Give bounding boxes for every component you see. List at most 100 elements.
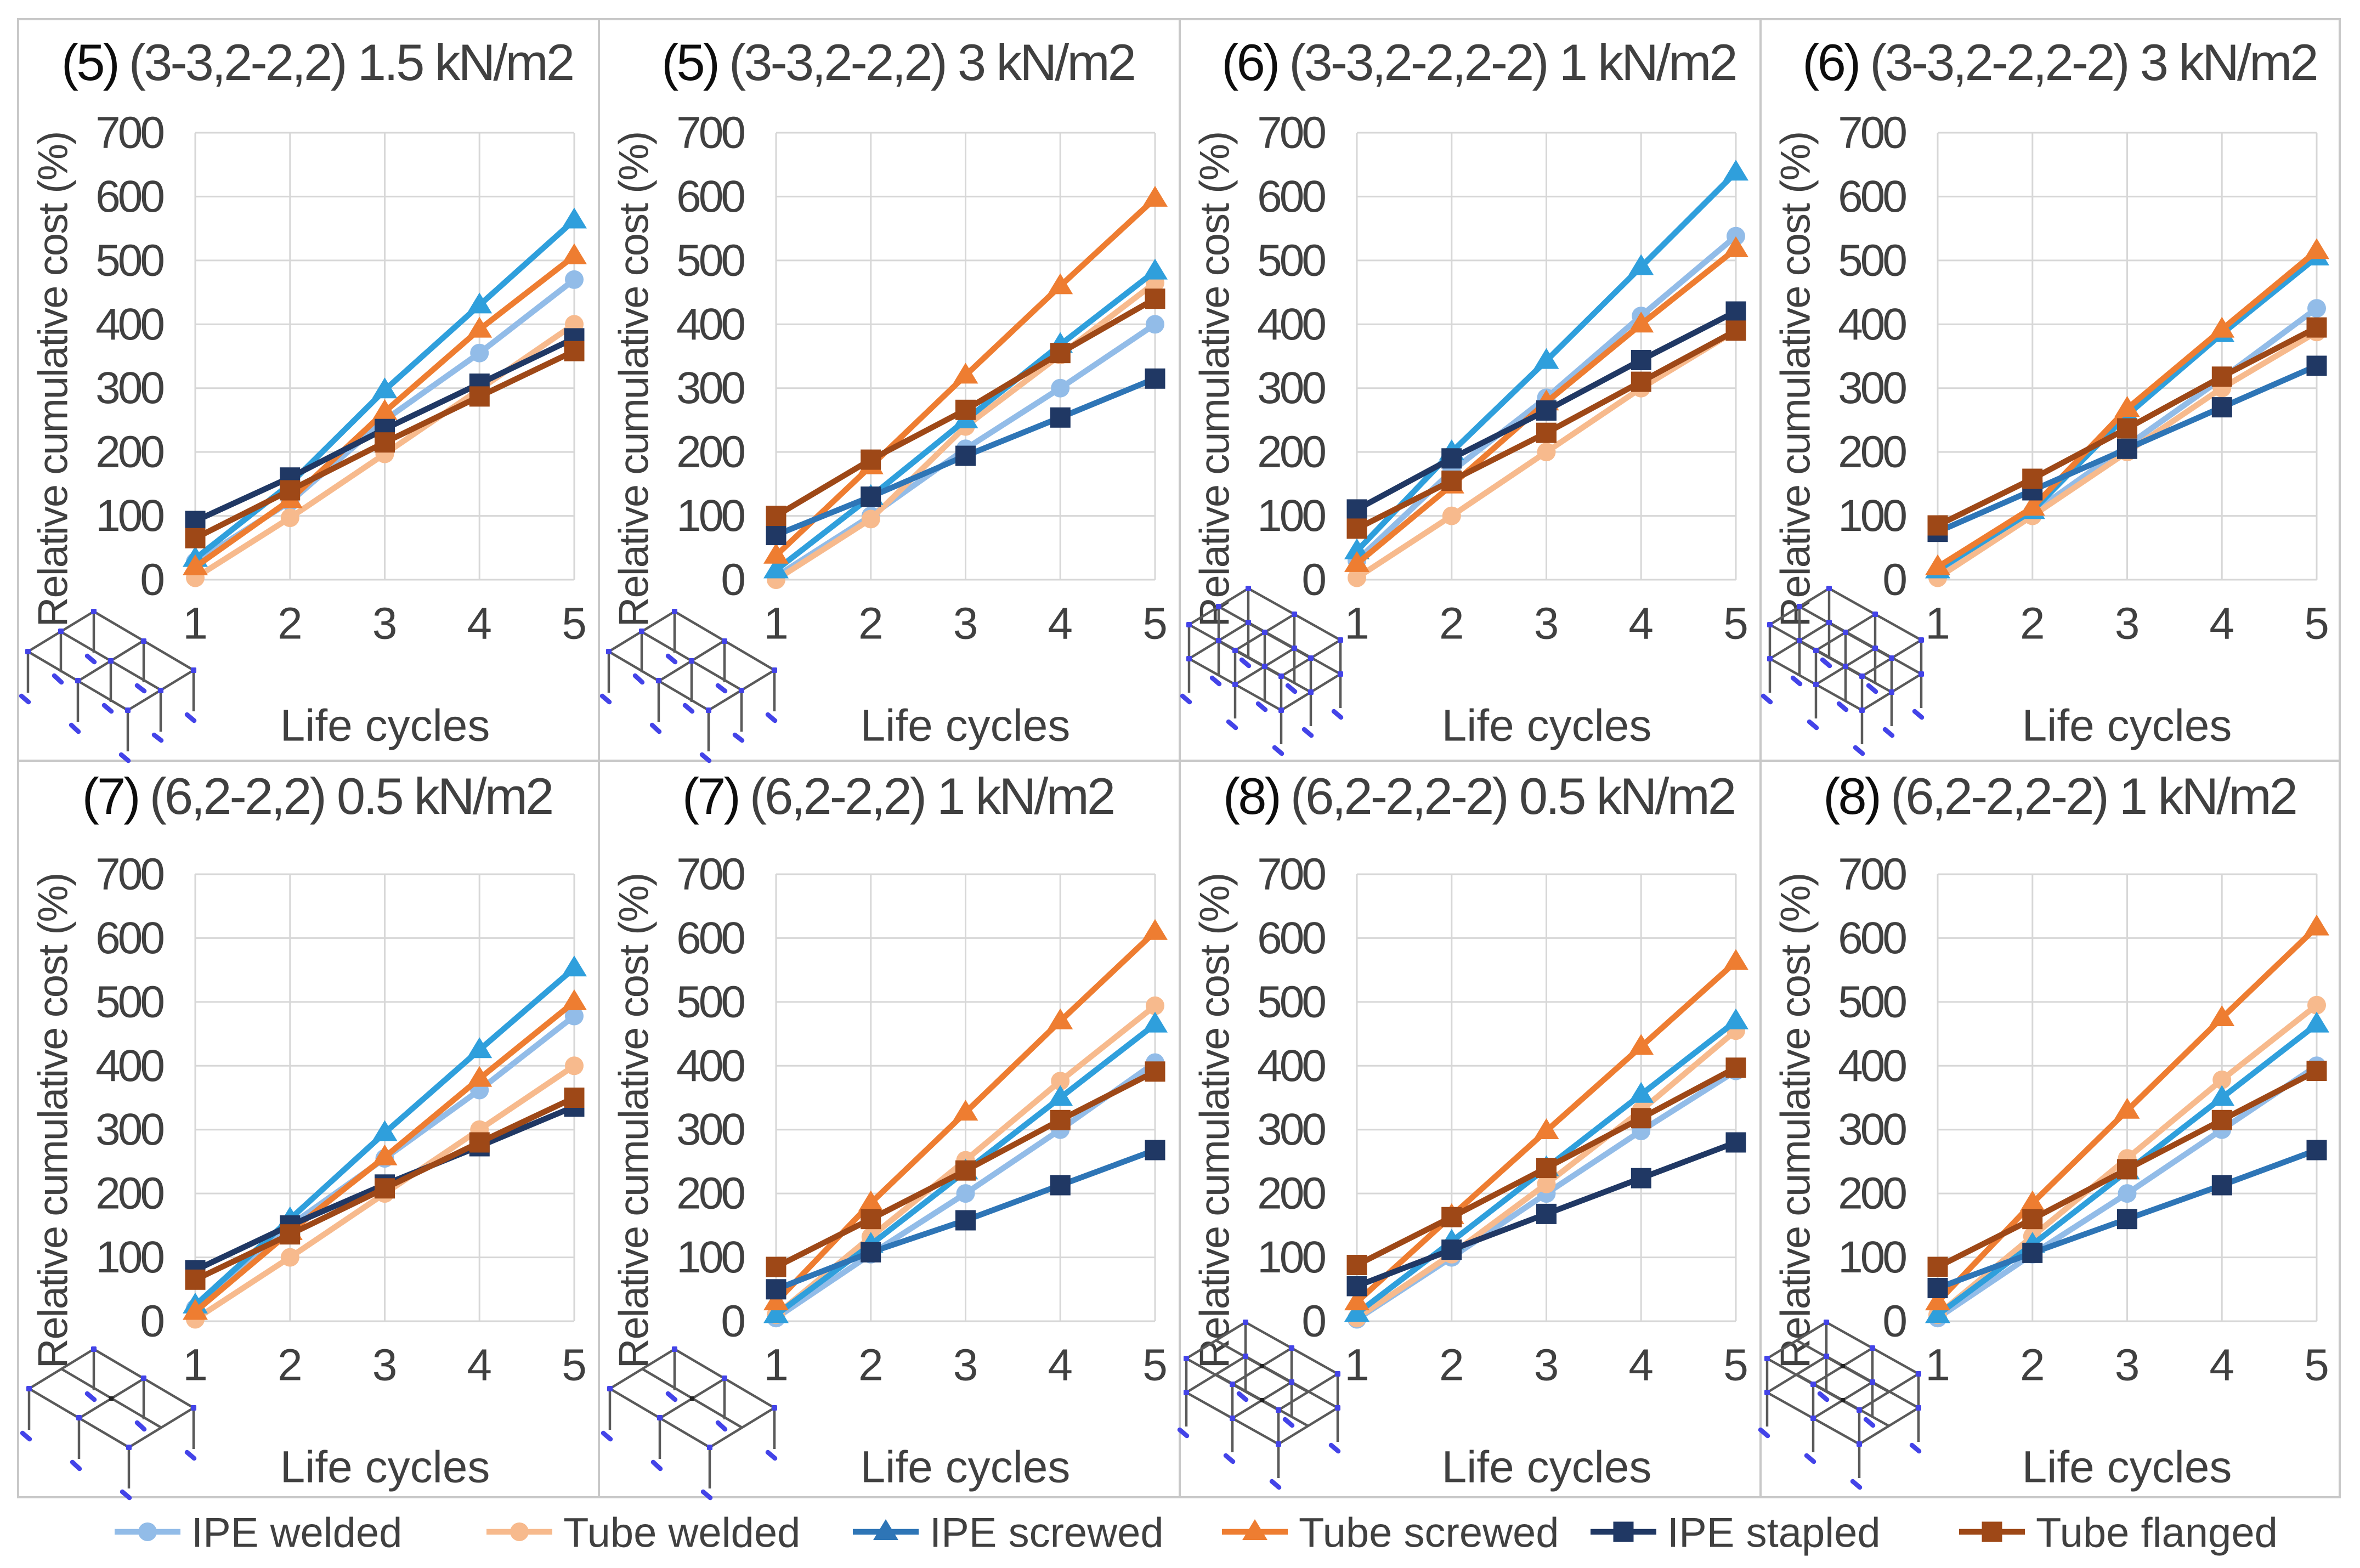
svg-text:Life cycles: Life cycles: [861, 1442, 1071, 1492]
svg-text:3: 3: [1534, 599, 1559, 649]
svg-text:200: 200: [676, 1169, 744, 1219]
svg-text:5: 5: [2304, 599, 2329, 649]
svg-text:500: 500: [95, 235, 163, 285]
svg-text:4: 4: [2209, 599, 2234, 649]
svg-text:100: 100: [676, 1232, 744, 1282]
svg-text:Relative cumulative cost (%): Relative cumulative cost (%): [1773, 874, 1819, 1369]
svg-text:5: 5: [1723, 599, 1748, 649]
svg-text:0: 0: [721, 555, 744, 605]
svg-text:0: 0: [721, 1297, 744, 1346]
svg-text:200: 200: [1257, 427, 1325, 477]
svg-text:700: 700: [1257, 108, 1325, 158]
svg-text:300: 300: [95, 363, 163, 413]
svg-text:Tube screwed: Tube screwed: [1299, 1510, 1559, 1556]
svg-text:100: 100: [1838, 491, 1906, 541]
svg-text:600: 600: [676, 172, 744, 222]
svg-text:5: 5: [1142, 599, 1168, 649]
svg-text:Life cycles: Life cycles: [1442, 701, 1652, 751]
svg-text:400: 400: [676, 1041, 744, 1091]
svg-text:100: 100: [95, 1232, 163, 1282]
svg-text:200: 200: [95, 427, 163, 477]
svg-text:500: 500: [95, 977, 163, 1027]
svg-text:700: 700: [95, 850, 163, 899]
svg-text:Life cycles: Life cycles: [2022, 1442, 2232, 1492]
svg-text:400: 400: [95, 299, 163, 349]
svg-text:0: 0: [140, 1297, 163, 1346]
svg-text:(7)(6,2-2,2) 1 kN/m2: (7) (6,2-2,2) 1 kN/m2: [682, 767, 1113, 825]
svg-text:100: 100: [95, 491, 163, 541]
svg-text:2: 2: [858, 1340, 884, 1390]
svg-text:Relative cumulative cost (%): Relative cumulative cost (%): [1773, 132, 1819, 627]
svg-text:300: 300: [95, 1105, 163, 1154]
svg-text:400: 400: [1257, 1041, 1325, 1091]
svg-text:Tube welded: Tube welded: [563, 1510, 800, 1556]
svg-text:(5)(3-3,2-2,2) 3 kN/m2: (5) (3-3,2-2,2) 3 kN/m2: [661, 33, 1134, 91]
svg-text:600: 600: [1257, 172, 1325, 222]
svg-text:300: 300: [1838, 1105, 1906, 1154]
svg-text:(8)(6,2-2,2-2) 1 kN/m2: (8) (6,2-2,2-2) 1 kN/m2: [1823, 767, 2296, 825]
svg-text:Relative cumulative cost (%): Relative cumulative cost (%): [1192, 132, 1238, 627]
svg-text:300: 300: [1257, 1105, 1325, 1154]
svg-text:2: 2: [2020, 599, 2045, 649]
svg-text:200: 200: [1838, 427, 1906, 477]
svg-text:100: 100: [676, 491, 744, 541]
svg-text:4: 4: [467, 1340, 492, 1390]
svg-text:Life cycles: Life cycles: [2022, 701, 2232, 751]
svg-text:100: 100: [1838, 1232, 1906, 1282]
svg-text:600: 600: [1257, 913, 1325, 963]
svg-text:3: 3: [953, 599, 978, 649]
svg-text:5: 5: [2304, 1340, 2329, 1390]
svg-text:1: 1: [183, 599, 208, 649]
svg-text:1: 1: [1344, 1340, 1369, 1390]
svg-text:600: 600: [1838, 913, 1906, 963]
svg-text:600: 600: [676, 913, 744, 963]
svg-text:5: 5: [1142, 1340, 1168, 1390]
svg-text:0: 0: [1301, 1297, 1325, 1346]
svg-text:2: 2: [2020, 1340, 2045, 1390]
svg-text:IPE welded: IPE welded: [191, 1510, 402, 1556]
svg-text:(6)(3-3,2-2,2-2) 1 kN/m2: (6) (3-3,2-2,2-2) 1 kN/m2: [1221, 33, 1735, 91]
svg-text:100: 100: [1257, 491, 1325, 541]
svg-text:300: 300: [676, 363, 744, 413]
svg-text:200: 200: [95, 1169, 163, 1219]
svg-text:Life cycles: Life cycles: [861, 701, 1071, 751]
svg-text:700: 700: [1838, 850, 1906, 899]
svg-text:4: 4: [1628, 1340, 1654, 1390]
svg-text:2: 2: [858, 599, 884, 649]
svg-text:Relative cumulative cost (%): Relative cumulative cost (%): [1192, 874, 1238, 1369]
svg-text:2: 2: [278, 1340, 303, 1390]
svg-text:500: 500: [676, 235, 744, 285]
svg-text:400: 400: [676, 299, 744, 349]
svg-text:700: 700: [676, 850, 744, 899]
svg-text:400: 400: [1838, 1041, 1906, 1091]
svg-text:3: 3: [953, 1340, 978, 1390]
svg-text:1: 1: [1925, 1340, 1950, 1390]
svg-text:Relative cumulative cost (%): Relative cumulative cost (%): [30, 874, 77, 1369]
svg-text:400: 400: [1838, 299, 1906, 349]
svg-text:4: 4: [1048, 1340, 1073, 1390]
svg-text:2: 2: [1439, 1340, 1464, 1390]
svg-text:Relative cumulative cost (%): Relative cumulative cost (%): [611, 132, 658, 627]
svg-text:200: 200: [1257, 1169, 1325, 1219]
svg-text:5: 5: [1723, 1340, 1748, 1390]
svg-text:700: 700: [95, 108, 163, 158]
svg-text:0: 0: [140, 555, 163, 605]
svg-text:(8)(6,2-2,2-2) 0.5 kN/m2: (8) (6,2-2,2-2) 0.5 kN/m2: [1223, 767, 1734, 825]
svg-text:3: 3: [1534, 1340, 1559, 1390]
svg-text:(6)(3-3,2-2,2-2) 3 kN/m2: (6) (3-3,2-2,2-2) 3 kN/m2: [1802, 33, 2316, 91]
svg-text:700: 700: [676, 108, 744, 158]
svg-text:300: 300: [676, 1105, 744, 1154]
svg-text:300: 300: [1838, 363, 1906, 413]
svg-text:700: 700: [1838, 108, 1906, 158]
svg-text:4: 4: [1628, 599, 1654, 649]
svg-text:1: 1: [763, 1340, 789, 1390]
svg-text:300: 300: [1257, 363, 1325, 413]
svg-text:500: 500: [1257, 235, 1325, 285]
svg-text:500: 500: [1838, 977, 1906, 1027]
svg-text:Life cycles: Life cycles: [280, 1442, 490, 1492]
svg-text:5: 5: [562, 1340, 587, 1390]
svg-text:Life cycles: Life cycles: [1442, 1442, 1652, 1492]
svg-text:4: 4: [2209, 1340, 2234, 1390]
svg-text:Tube flanged: Tube flanged: [2036, 1510, 2278, 1556]
svg-text:IPE stapled: IPE stapled: [1667, 1510, 1881, 1556]
